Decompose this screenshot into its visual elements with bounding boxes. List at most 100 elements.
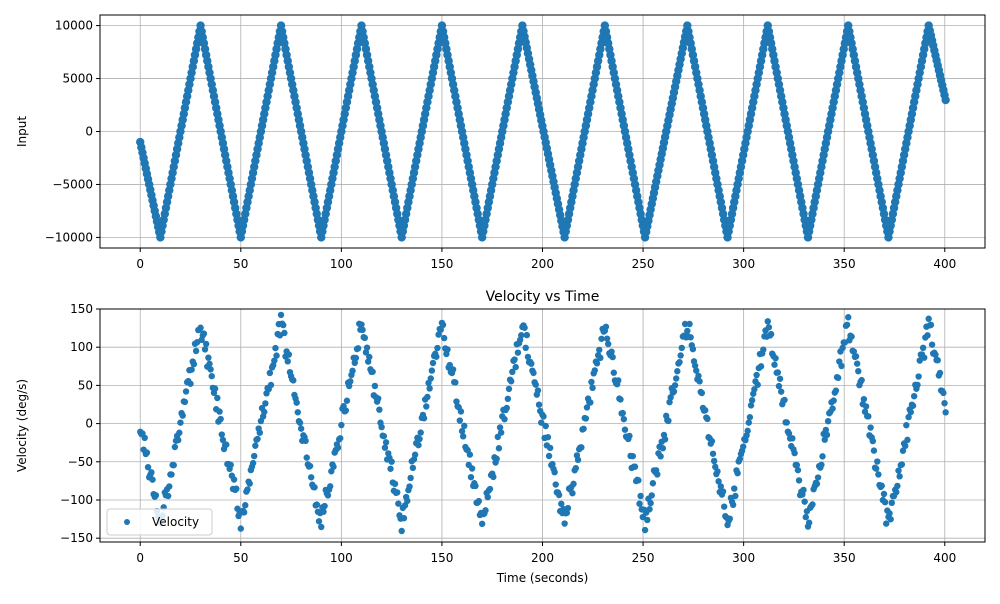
- velocity-point-573: [776, 375, 784, 382]
- input-ytick-label-4: 10000: [55, 19, 93, 33]
- velocity-point-46: [188, 366, 195, 373]
- velocity-point-596: [802, 513, 809, 521]
- velocity-point-441: [629, 452, 636, 460]
- velocity-point-623: [832, 387, 840, 394]
- velocity-point-57: [200, 330, 208, 337]
- velocity-point-36: [177, 419, 184, 426]
- velocity-point-657: [870, 447, 878, 454]
- input-ytick-label-1: −5000: [52, 177, 93, 191]
- velocity-ytick-label-4: 50: [78, 378, 93, 392]
- velocity-xtick-label-6: 300: [732, 551, 755, 565]
- velocity-point-116: [266, 369, 274, 377]
- velocity-point-336: [512, 363, 519, 371]
- velocity-point-480: [673, 375, 680, 382]
- velocity-point-254: [420, 415, 428, 422]
- velocity-point-629: [839, 344, 846, 352]
- velocity-point-63: [207, 366, 214, 373]
- velocity-point-714: [934, 357, 941, 364]
- velocity-ytick-label-0: −150: [60, 531, 93, 545]
- velocity-point-610: [818, 461, 825, 469]
- velocity-point-411: [596, 346, 603, 354]
- velocity-point-677: [893, 488, 900, 496]
- velocity-point-269: [437, 326, 445, 333]
- velocity-point-244: [409, 464, 417, 472]
- velocity-legend: Velocity: [106, 508, 213, 536]
- velocity-point-322: [496, 424, 504, 431]
- velocity-point-94: [242, 502, 249, 509]
- velocity-point-531: [729, 501, 737, 509]
- velocity-xtick-label-4: 200: [531, 551, 554, 565]
- velocity-point-59: [202, 340, 210, 348]
- velocity-point-625: [834, 374, 842, 382]
- velocity-point-111: [261, 408, 268, 416]
- velocity-ytick-label-1: −100: [60, 493, 93, 507]
- velocity-point-306: [478, 520, 486, 528]
- velocity-point-231: [395, 500, 402, 507]
- velocity-point-184: [342, 407, 350, 414]
- velocity-point-433: [620, 415, 628, 423]
- velocity-point-390: [572, 465, 579, 472]
- velocity-point-485: [678, 344, 685, 352]
- velocity-point-365: [544, 433, 552, 441]
- velocity-point-41: [182, 388, 190, 395]
- velocity-point-239: [404, 497, 411, 505]
- velocity-point-392: [574, 456, 582, 464]
- velocity-point-256: [423, 403, 430, 410]
- velocity-point-84: [230, 476, 238, 483]
- velocity-point-528: [726, 515, 733, 522]
- velocity-point-581: [785, 430, 793, 437]
- velocity-point-500: [695, 372, 702, 380]
- input-scatter-points: [136, 21, 950, 242]
- velocity-point-153: [307, 474, 315, 481]
- velocity-point-716: [936, 369, 944, 377]
- velocity-point-720: [941, 399, 948, 407]
- velocity-point-69: [214, 394, 221, 402]
- velocity-point-4: [141, 434, 148, 442]
- velocity-point-517: [714, 468, 721, 475]
- velocity-point-210: [371, 382, 379, 390]
- velocity-point-303: [475, 497, 483, 505]
- velocity-point-495: [689, 345, 697, 353]
- velocity-point-341: [518, 332, 525, 339]
- velocity-point-621: [830, 397, 837, 404]
- velocity-point-709: [928, 341, 936, 348]
- velocity-point-30: [170, 461, 177, 469]
- velocity-point-213: [375, 395, 382, 402]
- velocity-point-468: [659, 445, 667, 452]
- velocity-point-179: [337, 435, 344, 442]
- velocity-point-417: [602, 323, 610, 330]
- velocity-point-503: [698, 389, 706, 397]
- velocity-title: Velocity vs Time: [486, 289, 600, 305]
- input-xtick-label-5: 250: [632, 257, 655, 271]
- velocity-point-712: [932, 351, 939, 358]
- velocity-point-335: [511, 356, 518, 363]
- velocity-point-579: [783, 419, 790, 426]
- velocity-point-643: [855, 368, 862, 375]
- velocity-point-230: [394, 489, 401, 496]
- velocity-point-682: [898, 461, 906, 468]
- velocity-point-132: [284, 358, 291, 365]
- velocity-point-586: [791, 449, 798, 457]
- velocity-point-62: [206, 360, 213, 368]
- velocity-point-346: [523, 331, 531, 339]
- velocity-point-377: [558, 500, 565, 507]
- velocity-point-552: [753, 371, 760, 379]
- velocity-point-141: [294, 409, 301, 416]
- velocity-point-628: [838, 362, 845, 370]
- input-xtick-label-3: 150: [430, 257, 453, 271]
- velocity-point-457: [647, 499, 654, 507]
- velocity-point-297: [468, 465, 476, 472]
- velocity-point-594: [800, 486, 807, 494]
- velocity-point-149: [303, 454, 310, 461]
- velocity-point-512: [708, 437, 716, 445]
- velocity-point-574: [777, 388, 785, 395]
- velocity-point-352: [530, 369, 537, 377]
- velocity-point-117: [267, 381, 275, 389]
- velocity-point-190: [349, 367, 356, 375]
- velocity-point-98: [246, 480, 253, 487]
- velocity-point-620: [829, 405, 836, 412]
- velocity-point-721: [942, 409, 949, 416]
- velocity-point-572: [775, 382, 783, 390]
- velocity-point-452: [641, 526, 649, 534]
- velocity-point-397: [580, 425, 587, 432]
